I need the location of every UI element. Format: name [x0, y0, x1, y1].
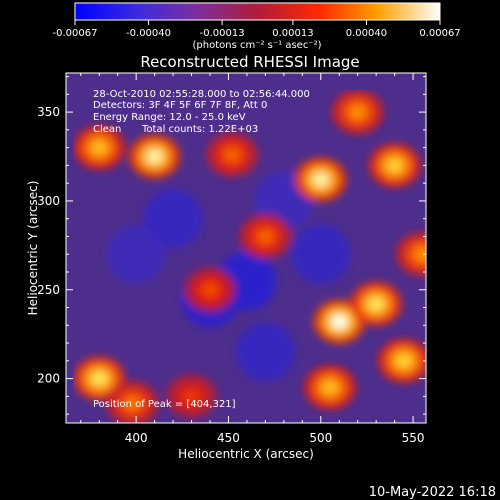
colorbar-tick-label: -0.00013	[200, 28, 245, 39]
energy-range-text: Energy Range: 12.0 - 25.0 keV	[93, 112, 246, 123]
y-tick-label: 200	[37, 372, 60, 386]
dim-region	[143, 189, 203, 249]
bright-region	[73, 125, 126, 170]
colorbar-tick-label: 0.00040	[346, 28, 387, 39]
x-axis-label: Heliocentric X (arcsec)	[178, 447, 314, 461]
bright-region	[378, 338, 426, 383]
bright-region	[165, 374, 218, 419]
colorbar-tick-label: -0.00067	[53, 28, 98, 39]
colorbar-tick-label: 0.00013	[272, 28, 313, 39]
x-tick-label: 450	[217, 431, 240, 445]
y-tick-label: 300	[37, 194, 60, 208]
image-area	[66, 73, 426, 423]
bright-region	[331, 89, 384, 135]
y-axis-ticks: 200 250 300 350	[37, 76, 426, 415]
colorbar-ticks	[74, 20, 441, 25]
bright-region	[294, 157, 347, 202]
clean-text: Clean	[93, 124, 121, 135]
colorbar-tick-labels: -0.00067 -0.00040 -0.00013 0.00013 0.00040 0.…	[53, 28, 461, 39]
footer-date: 10-May-2022 16:18	[369, 485, 496, 500]
colorbar-unit-label: (photons cm⁻² s⁻¹ asec⁻²)	[192, 40, 321, 51]
y-tick-label: 350	[37, 105, 60, 119]
colorbar-tick-label: -0.00040	[126, 28, 171, 39]
bright-region	[184, 267, 236, 312]
plot-frame	[65, 72, 427, 424]
x-tick-label: 400	[125, 431, 148, 445]
bright-region	[206, 132, 258, 177]
chart-title: Reconstructed RHESSI Image	[140, 53, 359, 71]
time-range-text: 28-Oct-2010 02:55:28.000 to 02:56:44.000	[93, 89, 310, 100]
peak-position-text: Position of Peak = [404,321]	[93, 399, 236, 410]
bright-region	[128, 134, 181, 179]
x-tick-label: 500	[309, 431, 332, 445]
detectors-text: Detectors: 3F 4F 5F 6F 7F 8F, Att 0	[93, 100, 267, 111]
bright-region	[350, 281, 402, 327]
bright-region	[73, 356, 126, 401]
total-counts-text: Total counts: 1.22E+03	[141, 124, 258, 135]
dim-region	[106, 224, 166, 284]
bright-region	[304, 365, 356, 410]
bright-region	[239, 214, 292, 259]
bright-region	[396, 232, 426, 277]
bright-region	[106, 381, 159, 423]
y-tick-label: 250	[37, 283, 60, 297]
dim-region	[235, 322, 295, 382]
x-tick-label: 550	[402, 431, 425, 445]
dim-region	[291, 224, 351, 284]
y-axis-label: Heliocentric Y (arcsec)	[26, 181, 40, 316]
colorbar-tick-label: 0.00067	[419, 28, 460, 39]
bright-region	[368, 143, 421, 188]
x-axis-ticks: 400 450 500 550	[80, 73, 425, 445]
colorbar	[74, 2, 441, 21]
